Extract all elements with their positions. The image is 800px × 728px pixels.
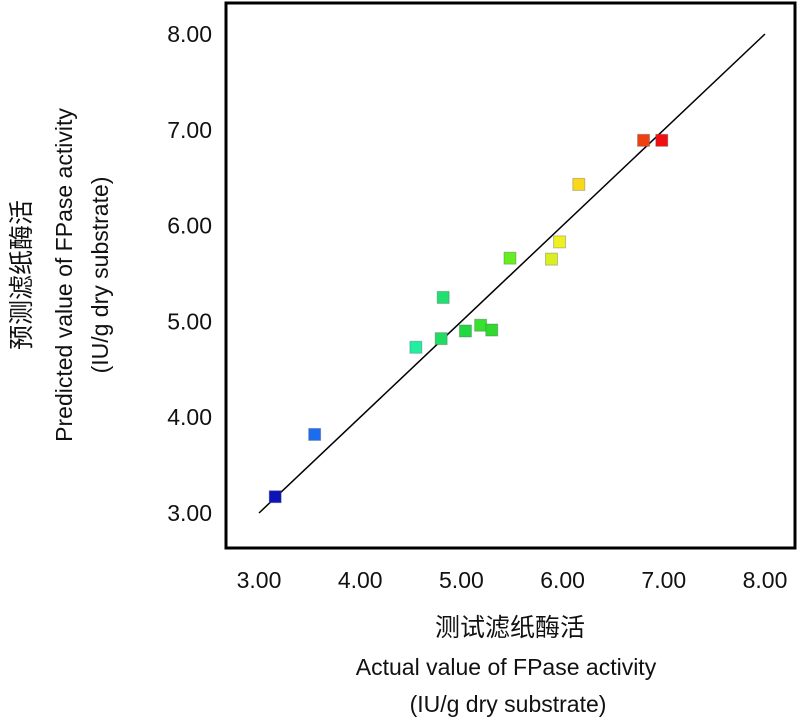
y-tick-label: 3.00 — [167, 500, 212, 526]
y-tick-label: 4.00 — [167, 404, 212, 430]
y-axis-label: Predicted value of FPase activity — [51, 108, 77, 442]
data-point — [485, 323, 499, 337]
y-tick-label: 6.00 — [167, 213, 212, 239]
y-axis-unit: (IU/g dry substrate) — [87, 177, 113, 374]
x-tick-label: 5.00 — [439, 567, 484, 593]
data-point — [637, 133, 651, 147]
data-point — [553, 235, 567, 249]
data-point — [503, 251, 517, 265]
y-tick-label: 5.00 — [167, 308, 212, 334]
x-tick-label: 8.00 — [743, 567, 788, 593]
data-point — [268, 490, 282, 504]
plot-frame — [224, 1, 797, 550]
x-tick-label: 3.00 — [237, 567, 282, 593]
data-point — [308, 427, 322, 441]
y-tick-label: 8.00 — [167, 21, 212, 47]
x-axis-unit: (IU/g dry substrate) — [410, 691, 607, 717]
data-point — [436, 290, 450, 304]
x-tick-label: 4.00 — [338, 567, 383, 593]
data-point — [474, 318, 488, 332]
data-point — [458, 324, 472, 338]
data-point — [572, 177, 586, 191]
y-tick-label: 7.00 — [167, 117, 212, 143]
data-point — [544, 252, 558, 266]
data-point — [409, 340, 423, 354]
x-tick-label: 6.00 — [540, 567, 585, 593]
data-point — [655, 133, 669, 147]
y-axis-label-cn: 预测滤纸酶活 — [7, 200, 36, 350]
data-point — [434, 332, 448, 346]
x-axis-label-cn: 测试滤纸酶活 — [435, 613, 585, 642]
x-axis-label: Actual value of FPase activity — [356, 654, 657, 680]
x-tick-label: 7.00 — [641, 567, 686, 593]
reference-line — [258, 33, 766, 514]
